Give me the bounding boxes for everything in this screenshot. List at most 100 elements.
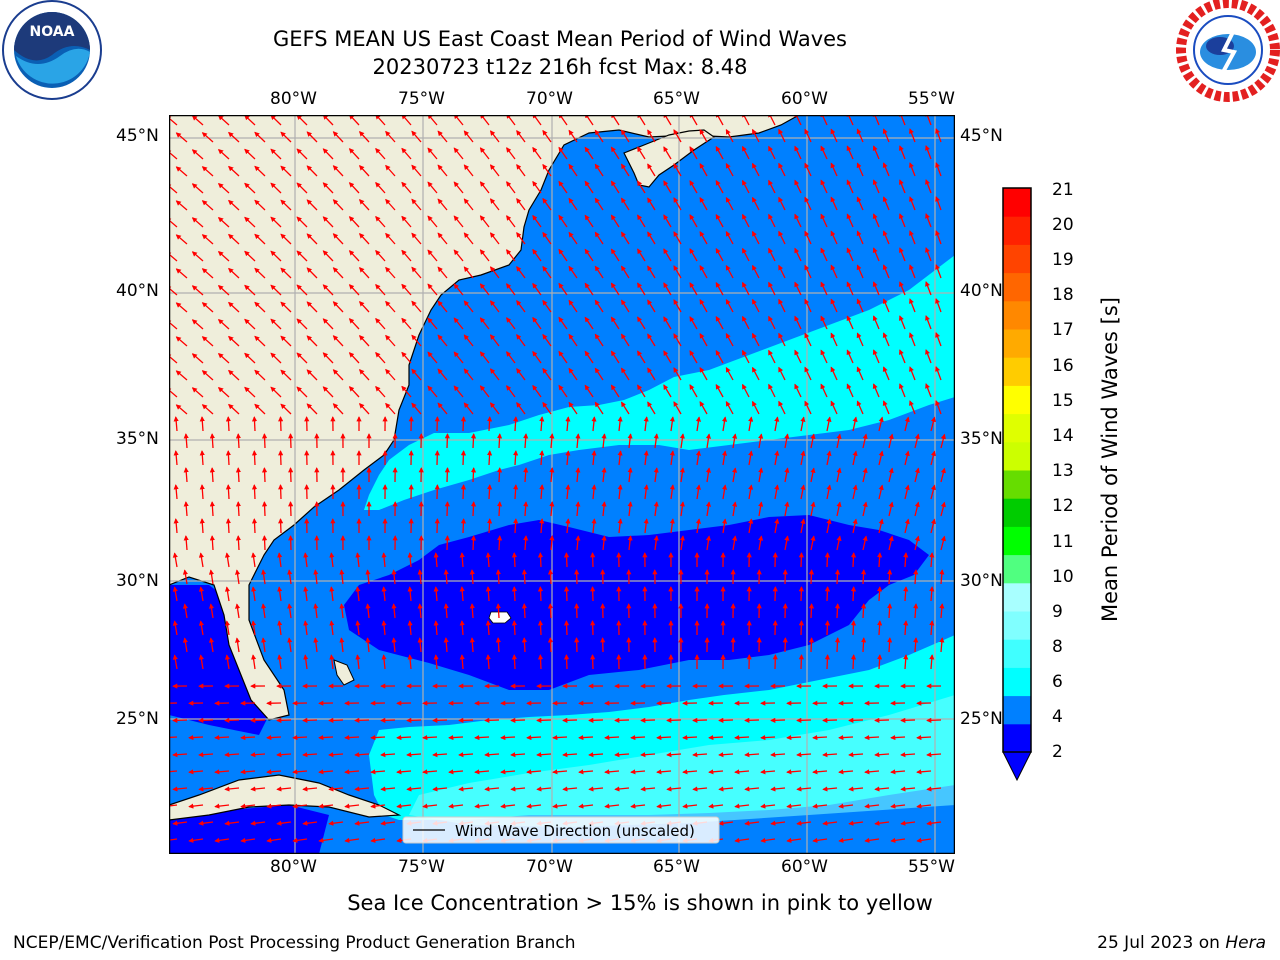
wind-wave-arrow <box>459 620 465 636</box>
wind-wave-arrow <box>516 198 526 211</box>
wind-wave-arrow <box>663 316 672 330</box>
lon-tick-top: 65°W <box>653 89 700 109</box>
wind-wave-arrow <box>734 837 750 843</box>
wind-wave-arrow <box>217 149 230 160</box>
wind-wave-arrow <box>437 232 448 245</box>
wind-wave-arrow <box>521 637 528 653</box>
wind-wave-arrow <box>830 298 838 313</box>
wind-wave-arrow <box>348 216 360 228</box>
wind-wave-arrow <box>751 332 760 347</box>
wind-wave-arrow <box>913 637 919 653</box>
wind-wave-arrow <box>332 335 344 347</box>
wind-wave-arrow <box>903 552 909 568</box>
wind-wave-arrow <box>214 769 230 775</box>
wind-wave-arrow <box>444 433 450 449</box>
wind-wave-arrow <box>820 349 828 364</box>
wind-wave-arrow <box>926 717 942 723</box>
wind-wave-arrow <box>443 637 449 653</box>
wind-wave-arrow <box>653 433 659 449</box>
wind-wave-arrow <box>741 383 750 398</box>
wind-wave-arrow <box>786 837 802 843</box>
wind-wave-arrow <box>864 803 880 809</box>
wind-wave-arrow <box>810 501 816 517</box>
wind-wave-arrow <box>627 433 633 449</box>
colorbar-tick: 14 <box>1052 426 1074 446</box>
wind-wave-arrow <box>741 349 750 364</box>
wind-wave-arrow <box>411 402 422 415</box>
wind-wave-arrow <box>822 786 838 792</box>
wind-wave-arrow <box>209 501 215 517</box>
wind-wave-arrow <box>872 349 880 364</box>
wind-wave-arrow <box>617 484 623 500</box>
wind-wave-arrow <box>244 250 256 262</box>
wind-wave-arrow <box>485 654 491 670</box>
wind-wave-arrow <box>169 149 178 160</box>
wind-wave-arrow <box>695 450 702 466</box>
wind-wave-arrow <box>542 197 552 211</box>
wind-wave-arrow <box>588 752 604 758</box>
wind-wave-arrow <box>796 717 812 723</box>
wind-wave-arrow <box>591 518 597 534</box>
wind-wave-arrow <box>496 467 503 483</box>
wind-wave-arrow <box>705 501 712 517</box>
wind-wave-arrow <box>594 129 604 143</box>
lat-tick-left: 40°N <box>116 281 159 301</box>
wind-wave-arrow <box>930 416 936 432</box>
wind-wave-arrow <box>914 501 920 517</box>
wind-wave-arrow <box>568 299 578 313</box>
wind-wave-arrow <box>939 603 945 619</box>
wind-wave-arrow <box>852 518 858 534</box>
wind-wave-arrow <box>188 769 204 775</box>
wind-wave-arrow <box>610 316 620 330</box>
wind-wave-arrow <box>741 315 750 330</box>
wind-wave-arrow <box>296 284 308 296</box>
wind-wave-arrow <box>270 250 282 262</box>
wind-wave-arrow <box>647 163 656 177</box>
wind-wave-arrow <box>296 115 308 126</box>
wind-wave-arrow <box>850 620 857 636</box>
wind-wave-arrow <box>909 298 916 313</box>
wind-wave-arrow <box>375 351 386 364</box>
wind-wave-arrow <box>800 416 806 432</box>
wind-wave-arrow <box>209 467 215 483</box>
wind-wave-arrow <box>887 637 893 653</box>
wind-wave-arrow <box>770 786 786 792</box>
wind-wave-arrow <box>516 300 526 313</box>
wind-wave-arrow <box>489 334 500 347</box>
wind-wave-arrow <box>848 820 864 826</box>
wind-wave-arrow <box>235 467 242 483</box>
wind-wave-arrow <box>217 115 230 126</box>
wind-wave-arrow <box>306 403 318 415</box>
wind-wave-arrow <box>558 350 568 364</box>
wind-wave-arrow <box>254 165 266 177</box>
wind-wave-arrow <box>411 368 422 381</box>
wind-wave-arrow <box>244 115 256 126</box>
wind-wave-arrow <box>558 316 568 330</box>
wind-wave-arrow <box>427 385 438 398</box>
wind-wave-arrow <box>620 163 630 177</box>
wind-wave-arrow <box>523 501 529 517</box>
wind-wave-arrow <box>594 367 604 381</box>
wind-wave-arrow <box>604 734 620 741</box>
wind-wave-arrow <box>647 129 656 143</box>
wind-wave-arrow <box>575 535 581 551</box>
wind-wave-arrow <box>864 769 880 775</box>
wind-wave-arrow <box>479 317 490 330</box>
wind-wave-arrow <box>332 267 344 279</box>
wind-wave-arrow <box>877 586 883 602</box>
wind-wave-arrow <box>913 569 919 585</box>
wind-wave-arrow <box>469 637 475 653</box>
wind-wave-arrow <box>601 535 607 551</box>
wind-wave-arrow <box>826 518 832 534</box>
lat-tick-left: 30°N <box>116 571 159 591</box>
wind-wave-arrow <box>656 803 672 809</box>
wind-wave-arrow <box>339 603 345 619</box>
wind-wave-arrow <box>401 215 412 228</box>
wind-wave-arrow <box>768 145 776 160</box>
wind-wave-arrow <box>406 717 422 723</box>
wind-wave-arrow <box>637 316 646 330</box>
wind-wave-arrow <box>925 179 932 194</box>
colorbar-segment <box>1003 244 1031 274</box>
wind-wave-arrow <box>453 317 464 330</box>
wind-wave-arrow <box>188 734 204 741</box>
